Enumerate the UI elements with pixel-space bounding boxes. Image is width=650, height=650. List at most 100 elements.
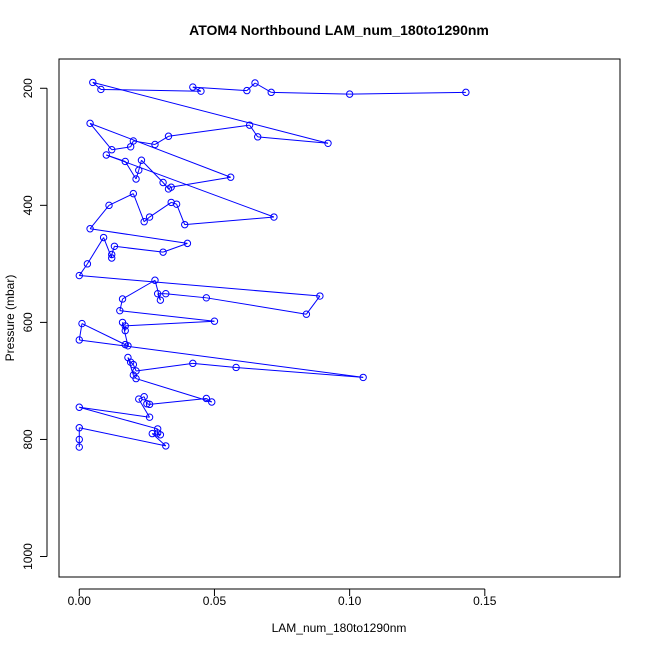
data-point: [129, 137, 138, 145]
data-point: [302, 310, 311, 318]
x-tick-label: 0.00: [68, 594, 92, 608]
data-point: [129, 189, 138, 198]
data-point: [208, 398, 216, 406]
series-line-segment: [271, 91, 350, 95]
data-point: [156, 431, 165, 439]
series-line-segment: [79, 406, 150, 418]
data-point: [97, 85, 105, 94]
series-line-segment: [81, 323, 126, 346]
data-point: [118, 295, 127, 303]
data-point: [226, 173, 235, 181]
data-point: [75, 424, 83, 432]
data-point: [172, 200, 181, 208]
data-point: [89, 78, 97, 87]
data-point: [202, 294, 211, 302]
series-line-segment: [79, 275, 320, 297]
data-point: [75, 435, 83, 444]
series-line-segment: [192, 86, 202, 92]
data-point: [108, 254, 116, 262]
data-point: [243, 86, 251, 95]
series-line-segment: [119, 298, 124, 311]
series-line-segment: [168, 124, 250, 137]
data-point: [137, 156, 146, 164]
data-point: [140, 218, 148, 226]
series-line-segment: [100, 88, 201, 92]
data-point: [159, 178, 167, 187]
y-axis: 200 400 600 800 1000: [21, 78, 48, 570]
series-line-segment: [165, 293, 207, 299]
series-line-segment: [92, 82, 102, 90]
data-point: [102, 151, 111, 159]
x-axis: 0.00 0.05 0.10 0.15: [68, 588, 497, 608]
y-tick-label: 600: [21, 312, 35, 332]
data-point: [110, 242, 119, 251]
data-point: [251, 79, 259, 87]
series-line-segment: [149, 397, 207, 405]
series-line-segment: [149, 201, 172, 218]
data-point: [345, 90, 354, 98]
series-line-segment: [249, 124, 259, 138]
data-point: [151, 276, 159, 284]
series-line-segment: [146, 403, 150, 405]
data-point: [145, 400, 154, 409]
data-point: [151, 140, 159, 149]
y-tick-label: 800: [21, 429, 35, 449]
data-point: [162, 442, 170, 450]
data-point: [267, 88, 275, 97]
series-line-segment: [125, 344, 129, 347]
data-point: [132, 175, 140, 183]
data-point: [75, 271, 83, 280]
data-point: [145, 213, 154, 221]
data-point: [245, 121, 254, 129]
data-point: [324, 139, 332, 147]
data-point: [254, 133, 262, 141]
series-line-segment: [138, 160, 142, 171]
data-point: [132, 374, 140, 383]
data-point: [164, 185, 173, 193]
data-point: [359, 373, 367, 382]
series-line-segment: [246, 82, 256, 91]
plot-area: [75, 78, 470, 451]
series-line-segment: [79, 339, 364, 378]
data-point: [164, 132, 173, 140]
series-line-segment: [349, 91, 466, 95]
data-point: [159, 248, 167, 256]
data-point: [126, 143, 135, 151]
series-line-segment: [86, 237, 105, 265]
series-line-segment: [132, 193, 145, 222]
data-point: [121, 340, 129, 349]
data-point: [270, 213, 278, 221]
data-point: [121, 157, 129, 166]
data-point: [99, 233, 108, 242]
data-point: [162, 290, 170, 298]
data-point: [108, 146, 116, 154]
data-point: [232, 363, 240, 372]
series-line-segment: [114, 245, 164, 253]
y-axis-label: Pressure (mbar): [3, 275, 17, 362]
series-line-segment: [257, 136, 329, 144]
series-line-segment: [135, 362, 193, 372]
data-point: [75, 403, 83, 411]
data-point: [105, 201, 113, 210]
data-point: [124, 353, 132, 362]
data-point: [135, 166, 143, 174]
y-tick-label: 400: [21, 195, 35, 215]
data-point: [181, 220, 189, 229]
data-point: [197, 87, 205, 95]
y-tick-label: 200: [21, 78, 35, 98]
series-line-segment: [89, 205, 110, 230]
data-point: [121, 326, 129, 335]
data-point: [189, 359, 197, 368]
series-line-segment: [184, 216, 274, 226]
series-line-segment: [135, 378, 212, 403]
data-point: [153, 290, 162, 298]
data-point: [210, 317, 219, 325]
series-line-segment: [119, 310, 215, 322]
plot-frame: [58, 58, 621, 578]
data-point: [316, 292, 324, 300]
series-line-segment: [192, 362, 237, 368]
x-tick-label: 0.15: [473, 594, 497, 608]
series-line-segment: [305, 295, 321, 315]
